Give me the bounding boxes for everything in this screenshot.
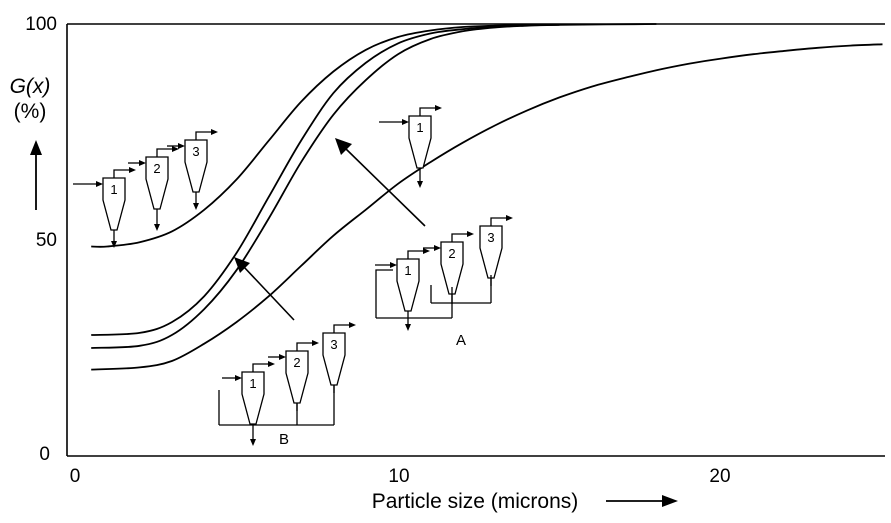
y-axis-arrow [30, 140, 42, 210]
circuit-a-wiring [375, 269, 492, 319]
arrow-a [335, 138, 426, 227]
cyclone-open-2-label: 2 [153, 161, 160, 176]
series-curve-2 [91, 24, 560, 336]
cyclone-single-1-label: 1 [416, 120, 423, 135]
cyclone-open-2: 2 [128, 146, 179, 231]
cyclone-b-3-label: 3 [330, 337, 337, 352]
circuit-b-wiring [218, 385, 335, 426]
y-axis-unit: (%) [14, 100, 47, 123]
cyclone-a-2-label: 2 [448, 246, 455, 261]
x-tick-label-20: 20 [709, 466, 730, 487]
series-curve-4 [91, 43, 883, 371]
x-axis-arrow [606, 495, 678, 507]
x-axis-title: Particle size (microns) [372, 490, 579, 513]
y-axis-title: G(x) [10, 75, 51, 98]
cyclone-b-2: 2 [268, 340, 319, 411]
curves [91, 23, 883, 371]
cyclone-open-3: 3 [167, 129, 218, 210]
cyclone-single-1: 1 [379, 105, 442, 188]
annotation-a: A [456, 332, 466, 349]
x-tick-label-10: 10 [388, 466, 409, 487]
annotation-b: B [279, 431, 289, 448]
y-tick-label-50: 50 [36, 230, 57, 251]
cyclone-b-3: 3 [322, 322, 356, 393]
cyclone-a-3: 3 [479, 215, 513, 286]
cyclone-open-3-label: 3 [192, 144, 199, 159]
y-tick-label-100: 100 [25, 14, 57, 35]
cyclone-a-1: 1 [375, 248, 430, 331]
cyclone-a-3-label: 3 [487, 230, 494, 245]
cyclone-b-1: 1 [222, 361, 275, 446]
cyclone-open-1: 1 [73, 167, 136, 248]
series-curve-3 [91, 23, 657, 349]
cyclone-open-1-label: 1 [110, 182, 117, 197]
cyclone-schematics: 1 2 3 1 1 2 3 1 2 3 [73, 105, 513, 446]
arrow-b [234, 257, 295, 321]
cyclone-b-1-label: 1 [249, 376, 256, 391]
cyclone-a-1-label: 1 [404, 263, 411, 278]
x-tick-label-0: 0 [70, 466, 81, 487]
cyclone-b-2-label: 2 [293, 355, 300, 370]
y-tick-label-0: 0 [39, 444, 50, 465]
series-curve-1 [91, 23, 560, 248]
